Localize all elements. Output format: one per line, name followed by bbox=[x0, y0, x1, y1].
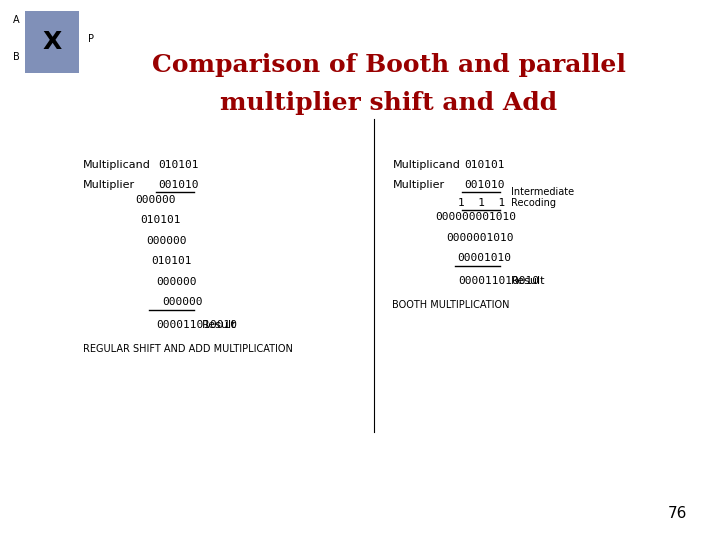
Text: REGULAR SHIFT AND ADD MULTIPLICATION: REGULAR SHIFT AND ADD MULTIPLICATION bbox=[83, 345, 292, 354]
FancyBboxPatch shape bbox=[25, 11, 79, 73]
Text: Result: Result bbox=[202, 320, 236, 330]
Text: Multiplier: Multiplier bbox=[83, 180, 135, 190]
Text: 000000: 000000 bbox=[162, 297, 202, 307]
Text: 76: 76 bbox=[668, 506, 688, 521]
Text: multiplier shift and Add: multiplier shift and Add bbox=[220, 91, 557, 114]
Text: 000000001010: 000000001010 bbox=[436, 212, 517, 222]
Text: 001010: 001010 bbox=[464, 180, 505, 190]
Text: 1  1  1: 1 1 1 bbox=[458, 198, 505, 208]
Text: 000011010010: 000011010010 bbox=[459, 275, 540, 286]
Text: 010101: 010101 bbox=[158, 160, 199, 170]
Text: Intermediate
Recoding: Intermediate Recoding bbox=[511, 187, 575, 208]
Text: Multiplier: Multiplier bbox=[392, 180, 444, 190]
Text: P: P bbox=[88, 33, 94, 44]
Text: 000000: 000000 bbox=[157, 276, 197, 287]
Text: B: B bbox=[13, 52, 19, 63]
Text: BOOTH MULTIPLICATION: BOOTH MULTIPLICATION bbox=[392, 300, 510, 310]
Text: 000000: 000000 bbox=[145, 235, 186, 246]
Text: Result: Result bbox=[511, 275, 546, 286]
Text: 0000001010: 0000001010 bbox=[446, 233, 514, 242]
Text: Comparison of Booth and parallel: Comparison of Booth and parallel bbox=[152, 53, 626, 77]
Text: 010101: 010101 bbox=[151, 256, 192, 266]
Text: Multiplicand: Multiplicand bbox=[392, 160, 460, 170]
Text: 000000: 000000 bbox=[135, 194, 176, 205]
Text: A: A bbox=[13, 15, 19, 25]
Text: X: X bbox=[42, 30, 62, 54]
Text: 010101: 010101 bbox=[464, 160, 505, 170]
Text: 000011010010: 000011010010 bbox=[156, 320, 238, 330]
Text: 001010: 001010 bbox=[158, 180, 199, 190]
Text: 010101: 010101 bbox=[140, 215, 181, 225]
Text: Multiplicand: Multiplicand bbox=[83, 160, 150, 170]
Text: 00001010: 00001010 bbox=[457, 253, 511, 263]
